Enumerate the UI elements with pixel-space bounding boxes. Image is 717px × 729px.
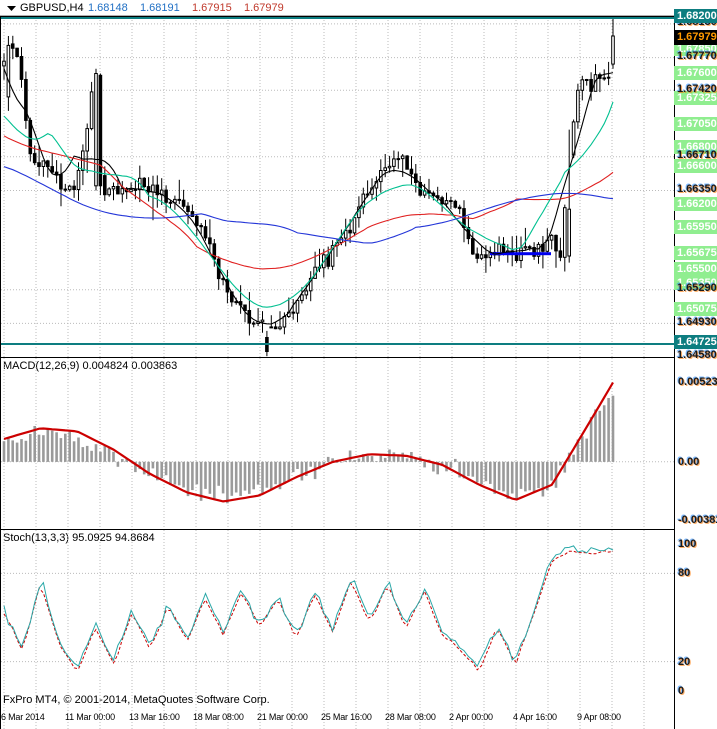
svg-text:1.67979: 1.67979	[244, 2, 284, 14]
svg-text:1.68191: 1.68191	[140, 2, 180, 14]
svg-text:1.68148: 1.68148	[88, 2, 128, 14]
svg-text:1.67915: 1.67915	[192, 2, 232, 14]
svg-text:GBPUSD,H4: GBPUSD,H4	[20, 2, 84, 14]
